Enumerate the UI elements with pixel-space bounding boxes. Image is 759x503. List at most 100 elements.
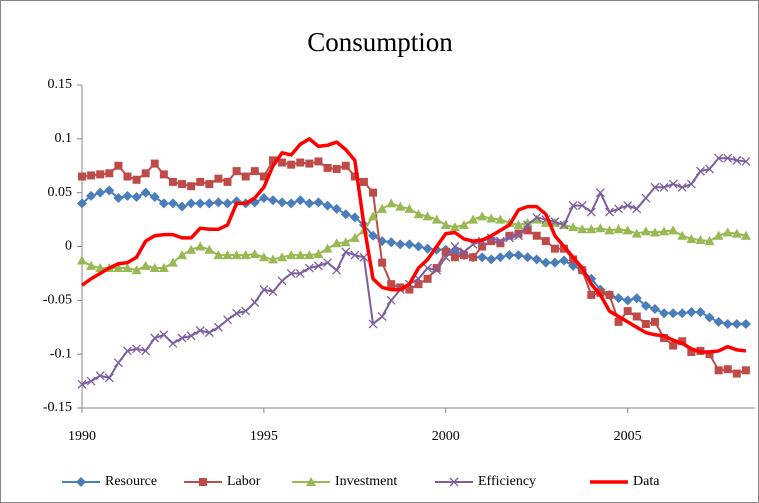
data-point [95, 371, 105, 381]
data-point [440, 219, 451, 229]
y-tick-label: 0.05 [48, 185, 73, 200]
data-point [550, 217, 560, 227]
data-point [259, 172, 268, 181]
data-point [595, 223, 606, 233]
data-point [496, 239, 505, 248]
data-point [232, 308, 242, 318]
data-point [387, 280, 396, 289]
data-point [349, 212, 360, 223]
legend-marker [449, 477, 459, 487]
data-point [505, 231, 514, 240]
data-point [177, 333, 187, 343]
data-point [695, 235, 706, 245]
data-point [77, 198, 87, 209]
data-point [278, 158, 287, 167]
data-point [213, 250, 224, 260]
data-point [132, 344, 142, 354]
data-point [350, 172, 359, 181]
data-point [614, 317, 623, 326]
data-point [413, 241, 424, 252]
data-point [258, 252, 269, 262]
data-point [386, 237, 397, 248]
data-point [677, 308, 688, 319]
data-point [422, 243, 433, 254]
data-point [677, 230, 688, 240]
data-point [622, 225, 633, 235]
x-tick-label: 1990 [68, 429, 96, 444]
data-point [405, 285, 414, 294]
data-point [395, 239, 406, 250]
data-point [441, 247, 450, 256]
data-point [177, 250, 188, 260]
data-point [113, 193, 124, 204]
data-point [450, 242, 460, 251]
data-point [205, 180, 214, 189]
data-point [741, 156, 751, 166]
data-point [422, 211, 433, 221]
data-point [568, 222, 579, 232]
data-point [196, 177, 205, 186]
series-line [80, 137, 747, 354]
data-point [386, 295, 396, 305]
data-point [668, 308, 679, 319]
data-point [168, 338, 178, 348]
data-point [731, 319, 742, 330]
legend-marker [306, 477, 316, 486]
data-point [377, 312, 387, 321]
data-point [705, 164, 714, 174]
data-point [586, 207, 596, 217]
data-point [677, 182, 687, 192]
data-point [532, 231, 541, 240]
data-point [640, 300, 651, 311]
data-point [577, 201, 587, 211]
data-point [431, 214, 442, 224]
data-point [232, 167, 241, 176]
data-point [323, 258, 333, 268]
data-point [313, 249, 324, 259]
data-point [458, 219, 469, 229]
data-point [605, 207, 614, 217]
data-point [686, 233, 697, 243]
data-point [740, 230, 751, 240]
data-point [395, 201, 406, 211]
data-point [577, 224, 588, 234]
data-point [722, 319, 733, 330]
data-point [686, 307, 697, 318]
data-point [531, 254, 542, 265]
data-point [522, 217, 533, 227]
data-point [622, 295, 633, 306]
data-point [195, 326, 205, 335]
data-point [722, 227, 733, 237]
data-point [660, 334, 669, 343]
data-point [340, 237, 351, 247]
data-point [287, 160, 296, 169]
data-point [423, 263, 433, 273]
data-point [258, 193, 269, 204]
data-point [568, 201, 578, 211]
data-point [586, 224, 597, 234]
data-point [222, 198, 233, 209]
x-tick-label: 2005 [614, 429, 642, 444]
data-point [277, 276, 287, 286]
data-point [641, 193, 651, 203]
data-point [714, 366, 723, 375]
data-point [450, 253, 459, 262]
data-point [86, 190, 97, 201]
data-point [332, 164, 341, 173]
data-point [659, 308, 670, 319]
data-point [149, 191, 160, 202]
data-point [349, 232, 360, 242]
data-point [150, 159, 159, 168]
data-point [468, 214, 479, 224]
data-point [495, 236, 505, 246]
data-point [295, 268, 305, 278]
data-point [223, 177, 232, 186]
data-point [441, 252, 451, 262]
data-point [241, 306, 251, 316]
data-point [632, 204, 642, 214]
data-point [331, 238, 342, 248]
data-point [167, 198, 178, 209]
data-point [740, 319, 751, 330]
